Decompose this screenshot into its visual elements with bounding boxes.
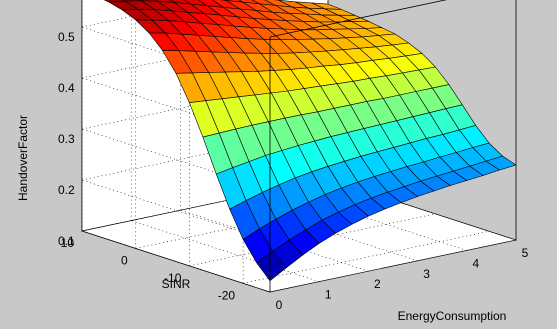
x-tick-label: 1 [325,288,332,302]
x-tick-label: 2 [374,277,381,291]
x-tick-label: 5 [522,246,529,260]
y-tick-label: -20 [218,288,236,302]
surface-mesh [103,0,517,282]
x-tick-label: 4 [472,256,479,270]
grid-line-z-left [81,179,271,242]
y-tick-label: 0 [121,253,128,267]
z-tick-label: 0.2 [58,183,75,197]
grid-line-x-floor [180,209,369,272]
grid-line-x-floor [131,220,320,282]
front-top-edge [269,0,447,38]
axes-front-edges [269,0,517,292]
x-axis-label: EnergyConsumption [398,309,507,323]
x-tick-label: 3 [423,267,430,281]
z-axis-label: HandoverFactor [16,115,30,201]
surface-patch [485,155,517,171]
y-tick-label: 10 [61,236,75,250]
grid-line-x-floor [81,230,271,293]
z-tick-label: 0.5 [58,30,75,44]
y-tick-label: -10 [164,271,182,285]
tick-labels: 0.1 0.2 0.3 0.4 0.5 -20 -10 0 10 0 1 2 3 4 5 [58,30,529,312]
z-tick-label: 0.3 [58,132,75,146]
z-tick-label: 0.1 [58,234,75,248]
z-tick-label: 0.4 [58,81,75,95]
x-tick-label: 0 [276,298,283,312]
y-axis-label: SINR [162,277,191,291]
